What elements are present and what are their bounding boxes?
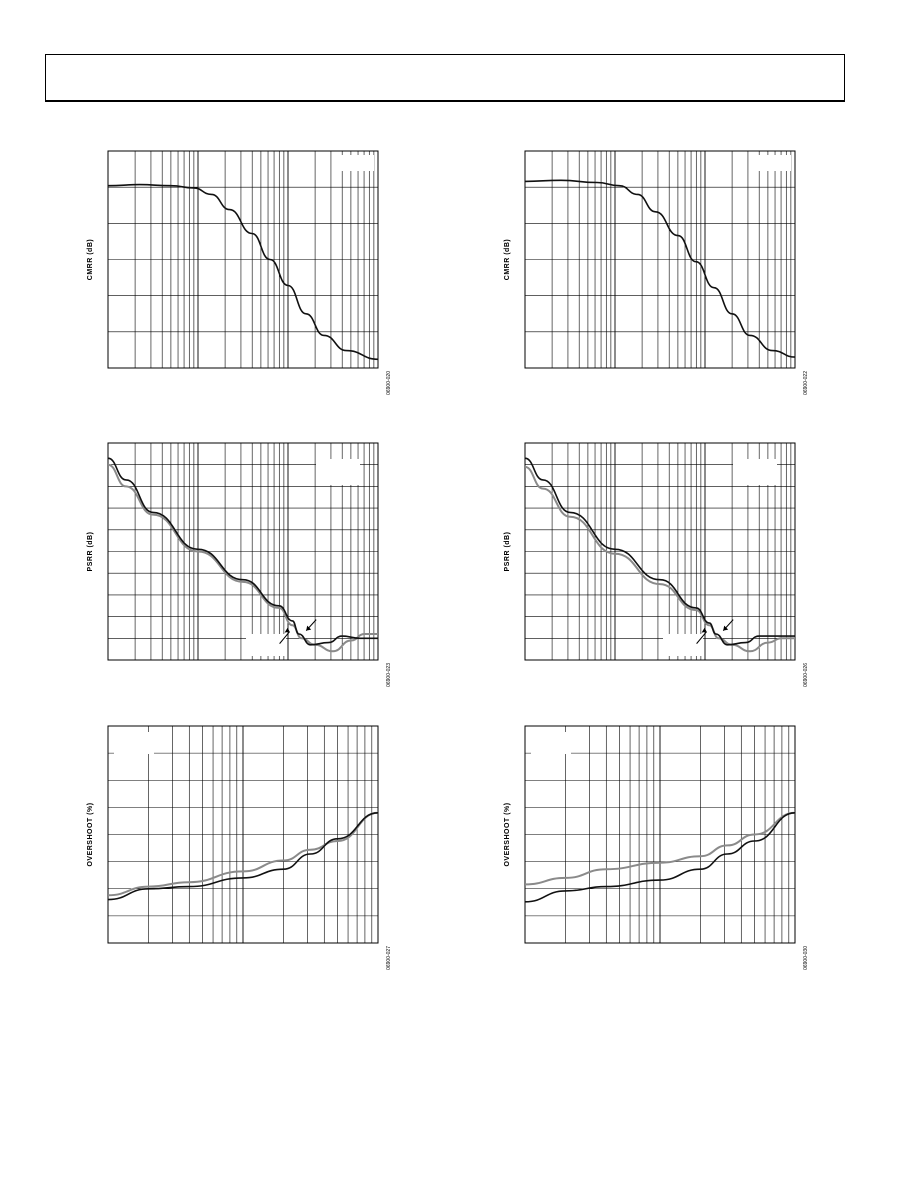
psrr-chart-left: PSRR (dB) 06900-023 <box>87 442 392 687</box>
series-line <box>107 812 379 901</box>
series-line <box>524 465 795 653</box>
legend-box <box>114 732 154 754</box>
annotation-box <box>316 481 360 485</box>
annotation-box <box>246 634 286 656</box>
legend-box <box>336 155 374 171</box>
annotation-arrowhead <box>701 627 707 633</box>
y-axis-label: CMRR (dB) <box>504 239 511 280</box>
y-axis-label: OVERSHOOT (%) <box>504 802 511 866</box>
figure-code: 06900-026 <box>803 663 809 687</box>
overshoot-chart-left: OVERSHOOT (%) 06900-027 <box>87 725 392 970</box>
y-axis-label: PSRR (dB) <box>504 532 511 572</box>
legend-box <box>531 732 571 754</box>
annotation-arrowhead <box>723 625 729 631</box>
cmrr-chart-right: CMRR (dB) 06900-022 <box>504 150 809 395</box>
y-axis-label: OVERSHOOT (%) <box>87 802 94 866</box>
legend-box <box>733 459 777 481</box>
figure-code: 06900-030 <box>803 946 809 970</box>
series-line <box>524 457 795 646</box>
cmrr-chart-left: CMRR (dB) 06900-020 <box>87 150 392 395</box>
figure-code: 06900-022 <box>803 371 809 395</box>
annotation-box <box>663 634 703 656</box>
series-line <box>524 812 796 903</box>
overshoot-chart-right: OVERSHOOT (%) 06900-030 <box>504 725 809 970</box>
series-line <box>107 457 378 646</box>
psrr-chart-right: PSRR (dB) 06900-026 <box>504 442 809 687</box>
figure-code: 06900-027 <box>386 946 392 970</box>
annotation-arrow <box>696 631 707 644</box>
legend-box <box>753 155 791 171</box>
series-line <box>107 183 379 361</box>
page-header-box <box>45 54 845 102</box>
series-line <box>524 179 796 358</box>
figure-code: 06900-020 <box>386 371 392 395</box>
series-line <box>107 463 378 653</box>
y-axis-label: CMRR (dB) <box>87 239 94 280</box>
y-axis-label: PSRR (dB) <box>87 532 94 572</box>
figure-code: 06900-023 <box>386 663 392 687</box>
series-line <box>524 811 796 886</box>
legend-box <box>316 459 360 481</box>
series-line <box>107 811 379 897</box>
annotation-box <box>733 481 777 485</box>
annotation-arrow <box>279 631 290 644</box>
annotation-arrowhead <box>284 627 290 633</box>
annotation-arrowhead <box>306 625 312 631</box>
